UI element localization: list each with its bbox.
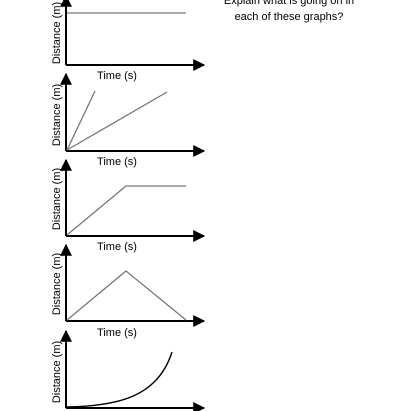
- graph-4-line: [66, 270, 187, 321]
- graph-2: Distance (m) Time (s): [51, 72, 206, 168]
- instruction-line-2: each of these graphs?: [234, 11, 344, 23]
- graph-5-y-label: Distance (m): [51, 341, 63, 403]
- graph-4-x-label: Time (s): [97, 327, 137, 339]
- instruction-line-1: Explain what is going on in: [223, 0, 355, 7]
- graph-3: Distance (m) Time (s): [51, 158, 206, 253]
- graph-5-curve: [66, 351, 173, 408]
- graph-2-y-label: Distance (m): [51, 84, 63, 146]
- graph-1-x-label: Time (s): [97, 70, 137, 82]
- graph-5: Distance (m): [51, 329, 206, 411]
- graph-2-x-label: Time (s): [97, 156, 137, 168]
- graph-3-line: [66, 185, 186, 236]
- graph-4-y-label: Distance (m): [51, 253, 63, 315]
- graph-2-shallow-line: [66, 91, 168, 151]
- instruction-text: Explain what is going on in each of thes…: [214, 0, 364, 25]
- graph-3-y-label: Distance (m): [51, 168, 63, 230]
- graph-1-y-label: Distance (m): [51, 2, 63, 64]
- graph-4: Distance (m) Time (s): [51, 243, 206, 339]
- graph-3-x-label: Time (s): [97, 241, 137, 253]
- graph-2-steep-line: [66, 90, 96, 151]
- graph-1: Distance (m) Time (s): [51, 0, 206, 82]
